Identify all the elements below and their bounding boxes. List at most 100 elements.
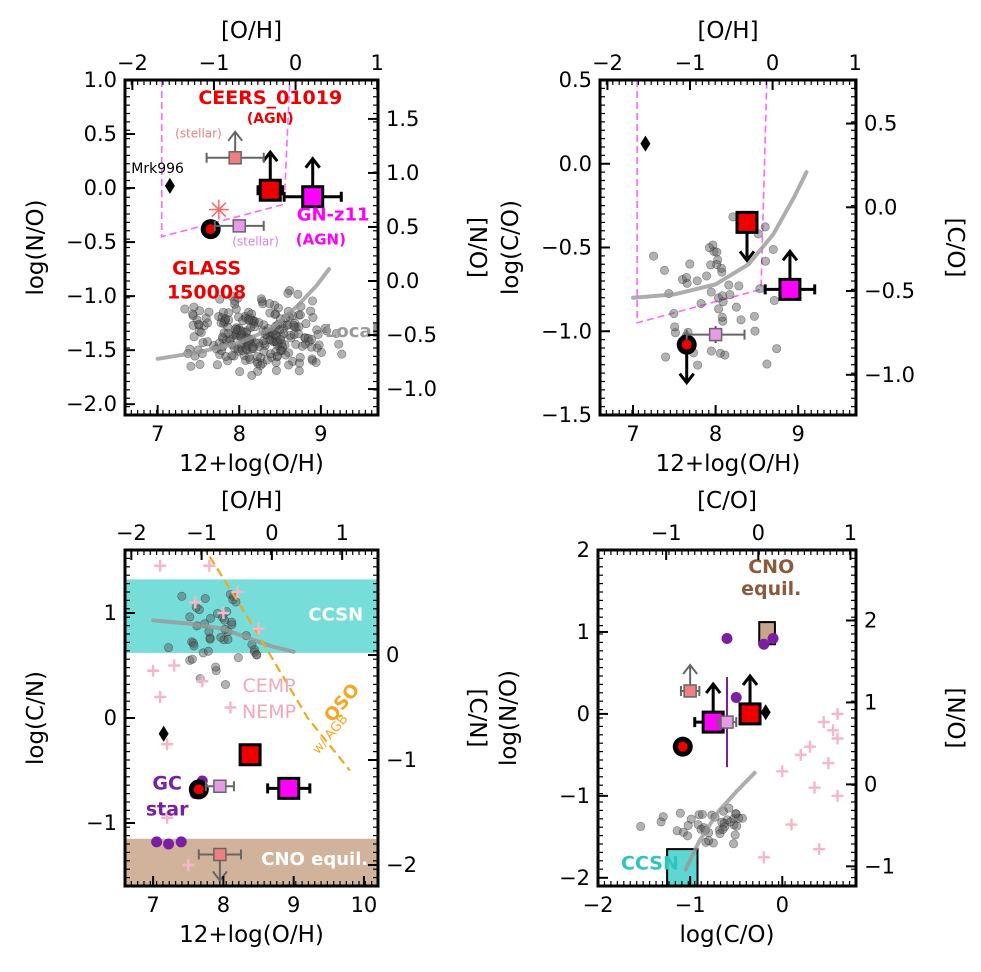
local-point: [311, 357, 321, 367]
gnz11-marker: [277, 776, 301, 800]
right-tick-label: 1: [864, 690, 877, 714]
x-axis-label: 12+log(O/H): [179, 451, 324, 477]
local-point: [708, 838, 718, 848]
local-point: [180, 304, 190, 314]
pink-plus-point: [224, 701, 237, 714]
pink-plus-point: [817, 716, 830, 729]
local-point: [239, 350, 249, 360]
local-point: [185, 655, 195, 665]
local-point: [306, 342, 316, 352]
x-tick-label: 9: [314, 422, 327, 446]
right-tick-label: 0.5: [864, 112, 897, 136]
top-tick-label: −1: [186, 521, 217, 545]
local-point: [772, 344, 782, 354]
pink-plus-point: [757, 851, 770, 864]
pink-plus-point: [217, 607, 230, 619]
gc-star-point: [767, 633, 779, 645]
local-point: [294, 329, 304, 339]
annotation-6: (stellar): [232, 234, 279, 248]
top-axis-label: [O/H]: [697, 18, 758, 44]
ceers-stellar-marker: [228, 151, 242, 165]
pink-plus-point: [826, 724, 839, 737]
y-tick-label: −2: [559, 866, 590, 890]
gc-star-point: [175, 836, 187, 848]
local-point: [760, 256, 770, 266]
local-point: [683, 831, 693, 841]
local-point: [203, 318, 213, 328]
local-point: [661, 352, 671, 362]
local-point: [201, 313, 211, 323]
local-point: [282, 320, 292, 330]
x-axis-label: 12+log(O/H): [656, 451, 801, 477]
pink-plus-point: [147, 664, 160, 677]
y-tick-label: −1.5: [541, 403, 592, 427]
local-point: [713, 255, 723, 265]
gnz11-stellar-marker: [213, 779, 227, 793]
dashed-region: [636, 80, 768, 324]
right-tick-label: 1.5: [386, 107, 419, 131]
local-point: [215, 294, 225, 304]
pink-plus-point: [776, 765, 789, 778]
local-point: [271, 309, 281, 319]
gc-star-point: [721, 633, 733, 645]
local-point: [284, 360, 294, 370]
local-point: [244, 352, 254, 362]
annotation-4: GN-z11: [297, 204, 370, 225]
pink-plus-point: [182, 859, 195, 871]
pink-plus-point: [822, 757, 835, 770]
right-tick-label: −1: [386, 748, 417, 772]
y-tick-label: 2: [577, 538, 590, 562]
top-tick-label: −2: [116, 521, 147, 545]
ceers-stellar-marker: [683, 684, 697, 698]
annotation-2: GC: [152, 772, 182, 794]
glass-marker-core: [681, 339, 692, 350]
local-point: [189, 332, 199, 342]
local-point: [223, 634, 233, 644]
annotation-1: (AGN): [247, 111, 294, 127]
local-point: [295, 352, 305, 362]
local-point: [227, 617, 237, 627]
local-point: [701, 837, 711, 847]
local-point: [736, 315, 746, 325]
x-tick-label: 9: [792, 422, 805, 446]
local-point: [693, 360, 703, 370]
x-tick-label: 10: [351, 893, 378, 917]
pink-plus-point: [168, 659, 181, 672]
y-tick-label: 1: [104, 601, 117, 625]
local-point: [186, 361, 196, 371]
right-tick-label: 0.0: [386, 269, 419, 293]
local-point: [685, 259, 695, 269]
y-tick-label: −1.5: [66, 338, 117, 362]
local-point: [291, 339, 301, 349]
gnz11-marker: [778, 277, 802, 301]
local-point: [206, 613, 216, 623]
local-point: [235, 367, 245, 377]
local-point: [706, 346, 716, 356]
local-point: [308, 313, 318, 323]
y-tick-label: −0.5: [66, 230, 117, 254]
local-point: [265, 299, 275, 309]
x-tick-label: 7: [151, 422, 164, 446]
local-point: [724, 280, 734, 290]
local-point: [280, 340, 290, 350]
local-point: [224, 315, 234, 325]
x-axis-label: log(C/O): [680, 922, 775, 948]
local-point: [189, 641, 199, 651]
annotation-7: GLASS: [172, 258, 241, 280]
local-trend-line: [151, 618, 296, 654]
gnz11-stellar-marker: [720, 715, 734, 729]
y-tick-label: 0: [577, 702, 590, 726]
local-point: [683, 820, 693, 830]
top-axis-label: [O/H]: [221, 18, 282, 44]
right-tick-label: 1.0: [386, 161, 419, 185]
local-point: [238, 316, 248, 326]
local-point: [730, 830, 740, 840]
local-point: [697, 809, 707, 819]
local-point: [725, 290, 735, 300]
local-point: [649, 251, 659, 261]
right-axis-label: [C/O]: [942, 218, 968, 278]
annotation-3: star: [146, 799, 189, 821]
